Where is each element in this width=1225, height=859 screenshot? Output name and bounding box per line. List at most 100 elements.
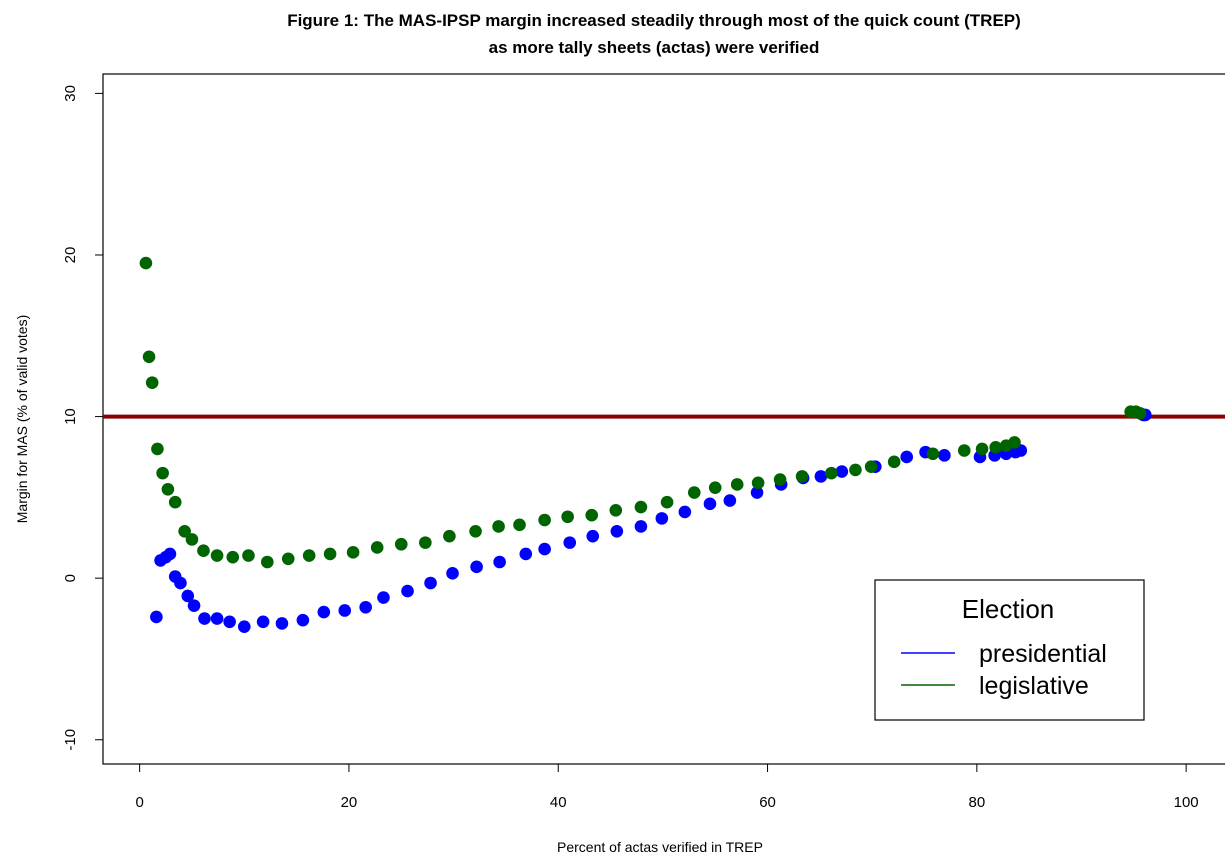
y-axis-label: Margin for MAS (% of valid votes) <box>14 315 30 524</box>
point-legislative <box>1133 407 1147 420</box>
point-presidential <box>181 589 195 603</box>
point-presidential <box>424 576 437 590</box>
x-axis: 0 20 40 60 80 100 <box>135 764 1199 811</box>
point-legislative <box>151 442 164 456</box>
point-legislative <box>989 440 1002 454</box>
point-presidential <box>750 486 764 499</box>
x-tick-label: 100 <box>1174 794 1199 811</box>
point-legislative <box>242 549 255 562</box>
point-legislative <box>443 529 456 543</box>
y-axis: -10 0 10 20 30 <box>62 85 103 751</box>
point-presidential <box>723 494 737 507</box>
point-legislative <box>825 466 838 480</box>
point-legislative <box>660 495 674 509</box>
point-presidential <box>634 520 648 533</box>
point-legislative <box>142 350 156 364</box>
point-legislative <box>161 482 175 496</box>
point-presidential <box>563 536 577 549</box>
point-legislative <box>226 550 240 564</box>
point-legislative <box>975 442 989 456</box>
point-presidential <box>187 599 201 612</box>
point-legislative <box>795 470 809 483</box>
point-presidential <box>210 612 224 625</box>
point-presidential <box>538 542 551 556</box>
point-presidential <box>446 567 459 580</box>
point-legislative <box>394 537 408 551</box>
point-presidential <box>150 610 163 624</box>
chart-title-line-1: Figure 1: The MAS-IPSP margin increased … <box>287 11 1021 30</box>
point-presidential <box>470 560 483 574</box>
point-legislative <box>609 503 623 517</box>
point-legislative <box>210 549 224 562</box>
point-presidential <box>703 497 717 511</box>
point-presidential <box>938 449 951 462</box>
point-legislative <box>1008 436 1021 449</box>
legend-title: Election <box>962 594 1055 624</box>
point-presidential <box>317 605 331 619</box>
point-presidential <box>338 604 352 617</box>
point-legislative <box>751 476 765 490</box>
y-tick-label: 0 <box>62 574 79 582</box>
legend-label-legislative: legislative <box>979 672 1089 700</box>
y-tick-label: -10 <box>62 729 79 751</box>
point-presidential <box>163 547 177 561</box>
point-presidential <box>377 591 390 604</box>
point-legislative <box>730 478 744 491</box>
point-legislative <box>168 495 182 509</box>
x-tick-label: 40 <box>550 794 567 811</box>
point-legislative <box>323 547 337 561</box>
point-legislative <box>281 552 295 566</box>
point-legislative <box>469 525 482 538</box>
point-legislative <box>261 555 274 569</box>
y-tick-label: 10 <box>62 408 79 425</box>
point-legislative <box>957 444 971 457</box>
point-presidential <box>586 529 600 543</box>
point-presidential <box>275 617 289 630</box>
point-presidential <box>359 600 372 614</box>
point-legislative <box>492 520 505 533</box>
point-presidential <box>519 547 533 561</box>
y-tick-label: 20 <box>62 247 79 264</box>
point-legislative <box>197 544 210 557</box>
point-presidential <box>198 612 211 625</box>
point-legislative <box>849 463 862 477</box>
x-tick-label: 0 <box>135 794 143 811</box>
point-presidential <box>814 470 828 483</box>
point-legislative <box>185 533 199 546</box>
point-legislative <box>687 486 701 499</box>
point-legislative <box>346 546 360 559</box>
point-legislative <box>156 466 169 480</box>
point-presidential <box>655 512 669 525</box>
point-legislative <box>370 541 384 554</box>
point-presidential <box>296 613 310 627</box>
x-tick-label: 20 <box>341 794 358 811</box>
point-legislative <box>538 513 551 527</box>
point-legislative <box>634 500 648 514</box>
point-legislative <box>561 510 574 524</box>
point-presidential <box>401 584 414 598</box>
point-presidential <box>610 525 624 538</box>
point-legislative <box>178 525 191 538</box>
point-legislative <box>419 536 432 549</box>
points-layer <box>139 256 1152 633</box>
point-presidential <box>256 615 270 629</box>
point-presidential <box>900 450 914 464</box>
point-legislative <box>773 473 787 486</box>
chart-title-line-2: as more tally sheets (actas) were verifi… <box>489 38 820 57</box>
point-legislative <box>513 518 526 532</box>
point-presidential <box>835 465 849 478</box>
legend: Election presidential legislative <box>874 579 1145 721</box>
x-tick-label: 80 <box>968 794 985 811</box>
point-presidential <box>493 555 506 569</box>
point-legislative <box>708 481 722 494</box>
point-presidential <box>223 615 236 629</box>
legend-label-presidential: presidential <box>979 640 1107 668</box>
point-presidential <box>174 576 187 590</box>
point-presidential <box>678 505 692 519</box>
x-tick-label: 60 <box>759 794 776 811</box>
y-tick-label: 30 <box>62 85 79 102</box>
point-legislative <box>145 376 159 389</box>
legend-box <box>874 579 1145 721</box>
